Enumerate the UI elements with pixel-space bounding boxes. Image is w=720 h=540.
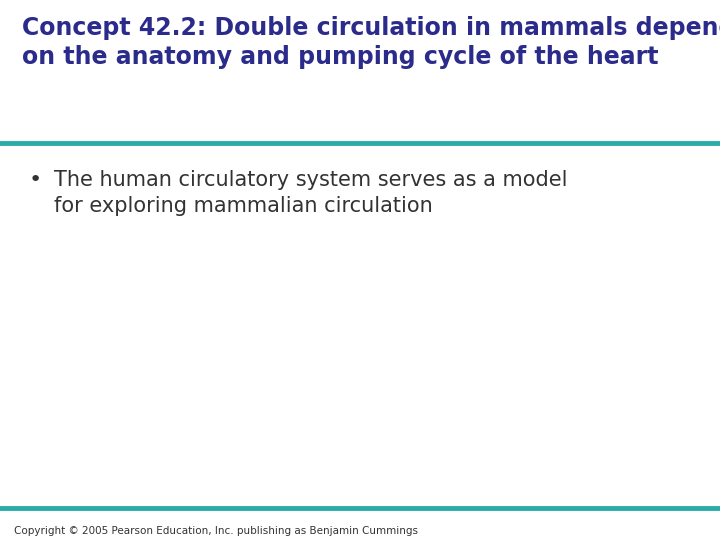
Text: •: •: [29, 170, 42, 190]
Text: Copyright © 2005 Pearson Education, Inc. publishing as Benjamin Cummings: Copyright © 2005 Pearson Education, Inc.…: [14, 526, 418, 537]
Text: Concept 42.2: Double circulation in mammals depends
on the anatomy and pumping c: Concept 42.2: Double circulation in mamm…: [22, 16, 720, 69]
Text: The human circulatory system serves as a model
for exploring mammalian circulati: The human circulatory system serves as a…: [54, 170, 567, 217]
